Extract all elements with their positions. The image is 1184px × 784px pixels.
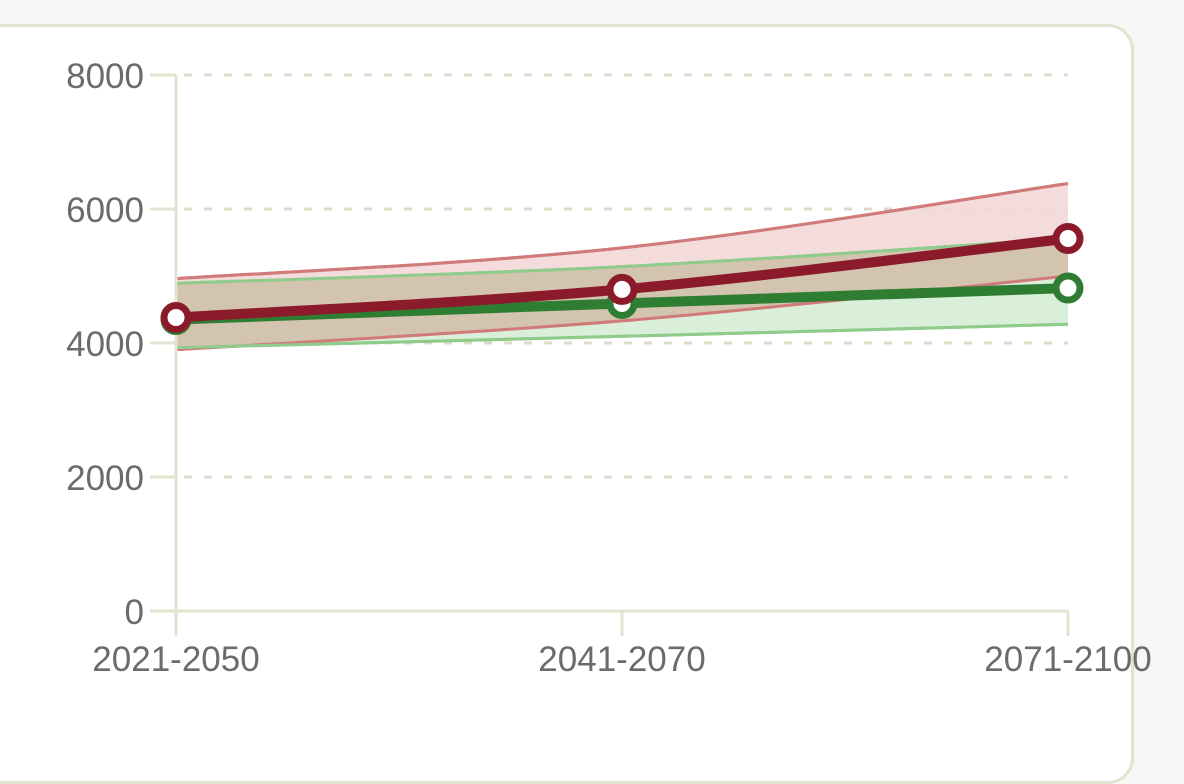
chart-card: [0, 24, 1134, 784]
x-tick-label-0: 2021-2050: [92, 640, 259, 679]
tick-labels: 0 2000 4000 6000 8000 2021-2050 2041-2070 2071-…: [66, 57, 1152, 679]
data-point-1-2[interactable]: [1052, 272, 1084, 304]
x-tick-label-1: 2041-2070: [538, 640, 705, 679]
band-edge-top-1-low: [175, 322, 1069, 350]
axes: [150, 73, 1070, 636]
y-tick-label-2000: 2000: [66, 459, 144, 498]
series-lines: [160, 222, 1084, 336]
y-tick-label-6000: 6000: [66, 191, 144, 230]
y-tick-label-0: 0: [125, 593, 144, 632]
band-edge-top-0-high: [175, 182, 1069, 281]
band-edge-top-1-high: [175, 236, 1069, 285]
y-tick-label-8000: 8000: [66, 57, 144, 96]
data-point-0-2[interactable]: [1052, 222, 1084, 254]
data-point-0-0[interactable]: [160, 302, 192, 334]
x-tick-label-2: 2071-2100: [984, 640, 1151, 679]
line-chart: 0 2000 4000 6000 8000 2021-2050 2041-2070 2071-…: [66, 57, 1152, 679]
data-point-0-1[interactable]: [606, 273, 638, 305]
y-tick-label-4000: 4000: [66, 325, 144, 364]
